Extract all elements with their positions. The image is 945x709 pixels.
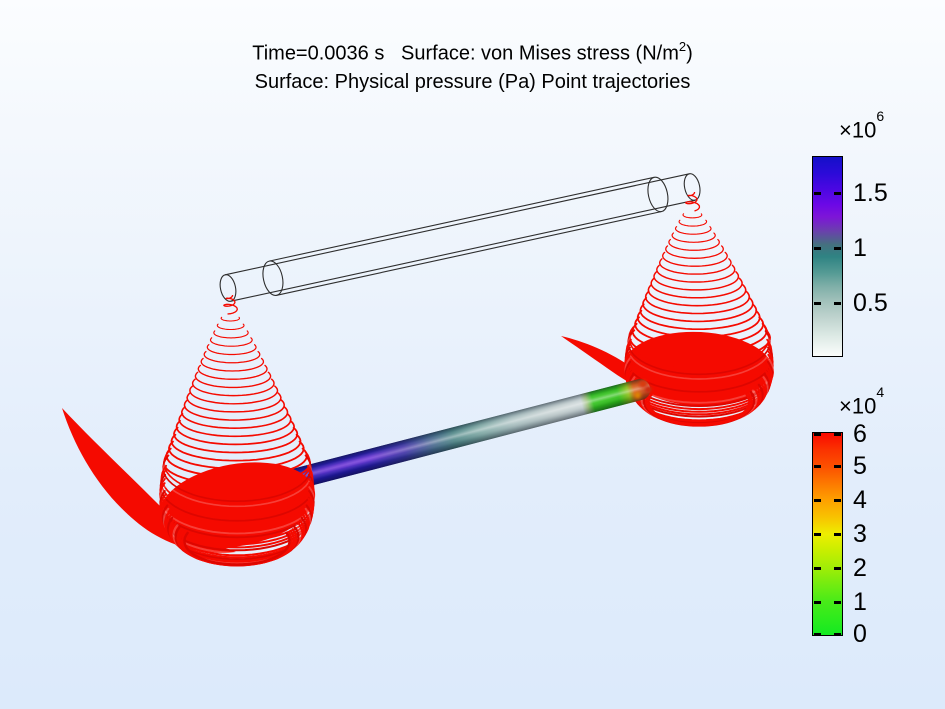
plot-title-line2: Surface: Physical pressure (Pa) Point tr… — [254, 70, 691, 93]
rod-purple-streak — [285, 437, 441, 483]
colorbar-stress-tick-left — [814, 192, 821, 195]
colorbar-pressure-label: 0 — [853, 620, 867, 648]
colorbar-pressure-exponent: ×104 — [839, 384, 885, 419]
colorbar-stress-tick-right — [834, 247, 841, 250]
trajectory-cone-right — [561, 192, 774, 427]
colorbar-pressure-label: 4 — [853, 486, 867, 514]
tube-wireframe — [219, 173, 701, 302]
colorbar-pressure-tick-right — [834, 465, 841, 468]
colorbar-pressure-label: 2 — [853, 554, 867, 582]
tube-ring-right — [647, 176, 669, 213]
tube-ring-left — [262, 260, 284, 296]
colorbar-stress-gradient-bar — [812, 156, 843, 357]
superscript-2: 2 — [678, 39, 687, 54]
rod-tip-hot-spot — [639, 380, 648, 389]
colorbar-pressure-tick-left — [814, 465, 821, 468]
spiral-coil — [223, 295, 238, 315]
tube-end-cap-left — [219, 274, 237, 302]
colorbar-stress-tick-right — [834, 302, 841, 305]
colorbar-pressure-label: 6 — [853, 420, 867, 448]
colorbar-stress-label: 0.5 — [853, 289, 888, 317]
colorbar-pressure-tick-left — [814, 433, 821, 436]
trajectory-cone-left — [62, 295, 316, 567]
colorbar-stress-label: 1 — [853, 234, 867, 262]
colorbar-pressure-tick-left — [814, 633, 821, 636]
tube-end-cap-right — [683, 173, 701, 201]
spiral-coil — [685, 192, 701, 212]
rod-tip-hot-spot — [644, 385, 653, 394]
plot-title-line1: Time=0.0036 s Surface: von Mises stress … — [252, 39, 693, 65]
rod-tip-hot-spot — [634, 392, 641, 399]
colorbar-pressure-tick-right — [834, 499, 841, 502]
colorbar-pressure-label: 1 — [853, 588, 867, 616]
colorbar-pressure-tick-right — [834, 567, 841, 570]
trajectory-wing — [62, 408, 236, 553]
colorbar-pressure-tick-right — [834, 433, 841, 436]
colorbar-pressure-tick-left — [814, 601, 821, 604]
trajectory-blob — [158, 462, 316, 548]
colorbar-stress-label: 1.5 — [853, 179, 888, 207]
colorbar-stress-tick-right — [834, 192, 841, 195]
colorbar-pressure-tick-left — [814, 567, 821, 570]
colorbar-stress-tick-left — [814, 247, 821, 250]
colorbar-stress-exponent: ×106 — [839, 108, 885, 143]
colorbar-pressure-tick-right — [834, 601, 841, 604]
colorbar-stress-tick-left — [814, 302, 821, 305]
colorbar-pressure-label: 5 — [853, 452, 867, 480]
plot-title: Time=0.0036 s Surface: von Mises stress … — [0, 34, 945, 96]
colorbar-pressure-tick-right — [834, 633, 841, 636]
colorbar-pressure-tick-left — [814, 499, 821, 502]
colorbar-pressure-label: 3 — [853, 520, 867, 548]
colorbar-pressure-tick-right — [834, 533, 841, 536]
colorbar-pressure-tick-left — [814, 533, 821, 536]
